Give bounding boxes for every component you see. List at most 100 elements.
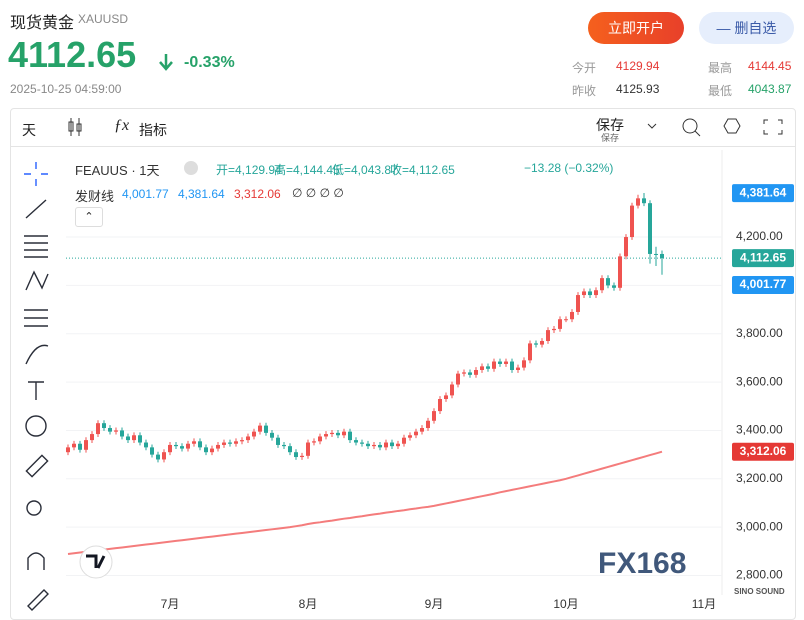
candle-body <box>504 361 508 364</box>
candle-body <box>162 452 166 460</box>
stat-label: 昨收 <box>572 84 597 98</box>
candle-body <box>492 361 496 369</box>
candle-body <box>660 253 664 259</box>
fib-tool[interactable] <box>24 235 48 258</box>
candle-body <box>600 278 604 291</box>
indicator-line <box>67 450 663 555</box>
candle-body <box>306 442 310 456</box>
indicators[interactable]: 指标 <box>139 122 167 138</box>
price-badge <box>732 275 794 294</box>
stat-label: 最低 <box>708 84 733 98</box>
candle-body <box>636 198 640 206</box>
candle-body <box>624 237 628 257</box>
projection-tool[interactable] <box>24 309 48 327</box>
candle-body <box>558 319 562 329</box>
interval[interactable]: 天 <box>22 122 36 138</box>
candle-body <box>612 285 616 288</box>
candle-body <box>228 442 232 444</box>
candle-body <box>402 437 406 444</box>
candle-body <box>552 328 556 331</box>
candle-body <box>144 442 148 448</box>
candle-body <box>462 372 466 374</box>
logo-mark <box>86 554 106 569</box>
magnet-tool[interactable] <box>27 552 45 570</box>
candle-body <box>420 428 424 432</box>
price-badge-label: 4,112.65 <box>740 250 786 264</box>
candle-body <box>564 319 568 321</box>
candle-body <box>546 330 550 341</box>
candle-body <box>150 447 154 455</box>
candle-body <box>438 399 442 412</box>
candle-body <box>168 444 172 453</box>
candle-body <box>360 442 364 444</box>
candle-body <box>456 373 460 385</box>
candle-icon[interactable] <box>66 116 84 138</box>
brush-tool[interactable] <box>25 344 49 365</box>
chevron[interactable] <box>647 123 657 129</box>
fullscreen-icon[interactable] <box>763 119 783 135</box>
candle-body <box>648 203 652 254</box>
ruler-tool[interactable] <box>25 454 49 478</box>
candle-body <box>336 432 340 436</box>
legend-ohlc: 高=4,144.45 <box>274 163 340 177</box>
candle-body <box>252 431 256 437</box>
candle-body <box>102 423 106 429</box>
candle-body <box>330 432 334 435</box>
candle-body <box>66 447 70 453</box>
emoji-tool[interactable] <box>25 415 47 437</box>
title: 现货黄金 <box>10 15 75 32</box>
stat-value: 4043.87 <box>748 82 792 96</box>
candle-body <box>132 435 136 441</box>
candle-body <box>528 343 532 361</box>
lock-tool[interactable] <box>27 589 49 611</box>
candle-body <box>384 442 388 448</box>
zoom-tool[interactable] <box>26 500 42 516</box>
candle-body <box>72 443 76 448</box>
candle-body <box>186 443 190 449</box>
remove-watch-button[interactable]: — 删自选 <box>699 12 794 44</box>
replay-icon[interactable] <box>682 118 701 137</box>
candle-body <box>414 431 418 436</box>
trend-tool[interactable] <box>25 199 47 219</box>
legend-ohlc: 收=4,112.65 <box>390 163 455 177</box>
toolbar-icons <box>647 118 783 137</box>
candle-body <box>474 370 478 375</box>
price-badge-label: 3,312.06 <box>740 444 787 458</box>
candle-body <box>354 440 358 443</box>
candle-body <box>444 395 448 400</box>
stat-value: 4144.45 <box>748 59 792 73</box>
candle-body <box>312 441 316 443</box>
candle-body <box>84 440 88 450</box>
candle-body <box>606 278 610 286</box>
fx-icon[interactable]: ƒx <box>114 117 130 134</box>
candle-body <box>570 311 574 320</box>
legend-indicator-value: 4,381.64 <box>178 187 225 201</box>
save[interactable]: 保存 <box>596 117 624 133</box>
candle-body <box>588 291 592 296</box>
open-account-button[interactable]: 立即开户 <box>588 12 684 44</box>
candle-body <box>138 435 142 443</box>
candle-body <box>534 343 538 345</box>
price-badge <box>732 249 794 268</box>
candle-body <box>594 290 598 296</box>
pattern-tool[interactable] <box>25 270 49 291</box>
candle-body <box>222 442 226 445</box>
settings-icon[interactable] <box>723 118 741 134</box>
candle-body <box>450 384 454 396</box>
candle-body <box>582 291 586 296</box>
candle-body <box>90 434 94 441</box>
candle-body <box>276 437 280 445</box>
candle-body <box>498 361 502 364</box>
change: -0.33% <box>184 54 235 71</box>
candle-body <box>156 454 160 460</box>
candle-body <box>210 448 214 453</box>
legend-delta: −13.28 (−0.32%) <box>524 161 614 175</box>
legend-dot <box>184 161 198 175</box>
candle-body <box>480 366 484 370</box>
legend-ohlc: 开=4,129.94 <box>216 163 282 177</box>
candle-body <box>642 198 646 204</box>
crosshair-tool[interactable] <box>24 162 48 186</box>
candle-body <box>270 432 274 438</box>
text-tool[interactable] <box>28 381 44 400</box>
